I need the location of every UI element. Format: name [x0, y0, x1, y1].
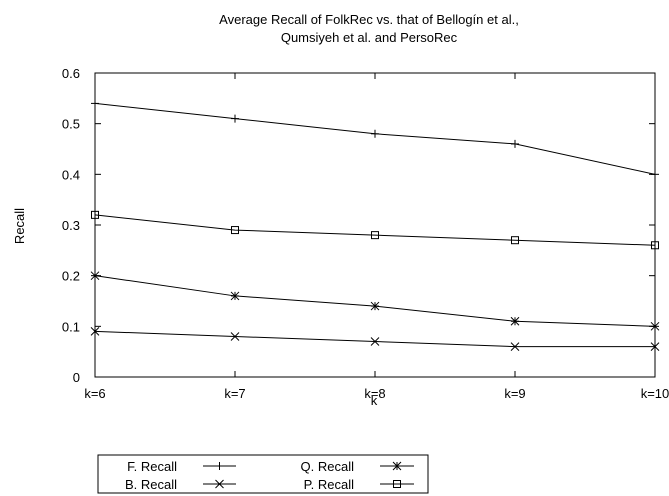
legend-frame	[97, 454, 429, 494]
legend-label: P. Recall	[304, 477, 354, 492]
data-point	[230, 332, 240, 341]
data-point	[370, 301, 380, 311]
y-tick-label: 0.1	[62, 319, 80, 334]
legend-label: Q. Recall	[301, 459, 355, 474]
legend-entry: Q. Recall	[301, 459, 414, 474]
legend-entry: B. Recall	[125, 477, 236, 492]
data-point	[91, 210, 99, 219]
data-point	[371, 231, 379, 240]
legend-marker	[392, 461, 402, 471]
legend-marker	[215, 462, 224, 470]
series-star	[90, 271, 660, 331]
y-tick-label: 0.3	[62, 218, 80, 233]
series-line	[94, 275, 656, 327]
data-point	[230, 291, 240, 301]
data-point	[90, 271, 100, 281]
data-point	[650, 342, 660, 351]
data-point	[651, 170, 659, 179]
series-line	[94, 330, 655, 348]
data-point	[231, 226, 239, 235]
legend: F. Recall B. Recall Q. Recall P. Recall	[97, 454, 429, 494]
data-point	[511, 139, 519, 148]
data-point	[370, 337, 380, 346]
series-line	[94, 214, 656, 246]
x-tick-label: k=10	[641, 386, 669, 401]
series-line	[94, 102, 656, 175]
legend-marker	[215, 479, 224, 489]
legend-marker	[393, 480, 401, 488]
data-point	[511, 236, 519, 245]
y-tick-label: 0.5	[62, 117, 80, 132]
data-point	[510, 342, 520, 351]
plot-frame	[94, 72, 656, 378]
series-square	[91, 210, 659, 250]
legend-entry: P. Recall	[304, 477, 414, 492]
chart-subtitle: Qumsiyeh et al. and PersoRec	[281, 30, 458, 45]
y-tick-label: 0.6	[62, 66, 80, 81]
legend-entry: F. Recall	[127, 459, 236, 474]
series-plus	[91, 99, 659, 179]
chart-title: Average Recall of FolkRec vs. that of Be…	[219, 12, 519, 27]
legend-label: F. Recall	[127, 459, 177, 474]
series-cross	[90, 327, 660, 351]
x-tick-label: k=8	[364, 386, 385, 401]
data-point	[231, 114, 239, 123]
y-axis-label: Recall	[12, 208, 27, 244]
data-point	[510, 316, 520, 326]
legend-label: B. Recall	[125, 477, 177, 492]
x-tick-label: k=6	[84, 386, 105, 401]
y-tick-label: 0.2	[62, 269, 80, 284]
data-point	[651, 241, 659, 250]
y-tick-label: 0	[73, 370, 80, 385]
x-tick-label: k=9	[504, 386, 525, 401]
data-point	[90, 327, 100, 336]
y-tick-label: 0.4	[62, 167, 80, 182]
x-axis-label: k	[371, 393, 378, 408]
data-point	[91, 99, 99, 108]
data-point	[371, 129, 379, 138]
data-point	[650, 321, 660, 331]
plot-area: 0 0.1 0.2 0.3 0.4 0.5 0.6 k=6 k=7 k=8 k=9 k=10	[62, 66, 669, 401]
x-tick-label: k=7	[224, 386, 245, 401]
